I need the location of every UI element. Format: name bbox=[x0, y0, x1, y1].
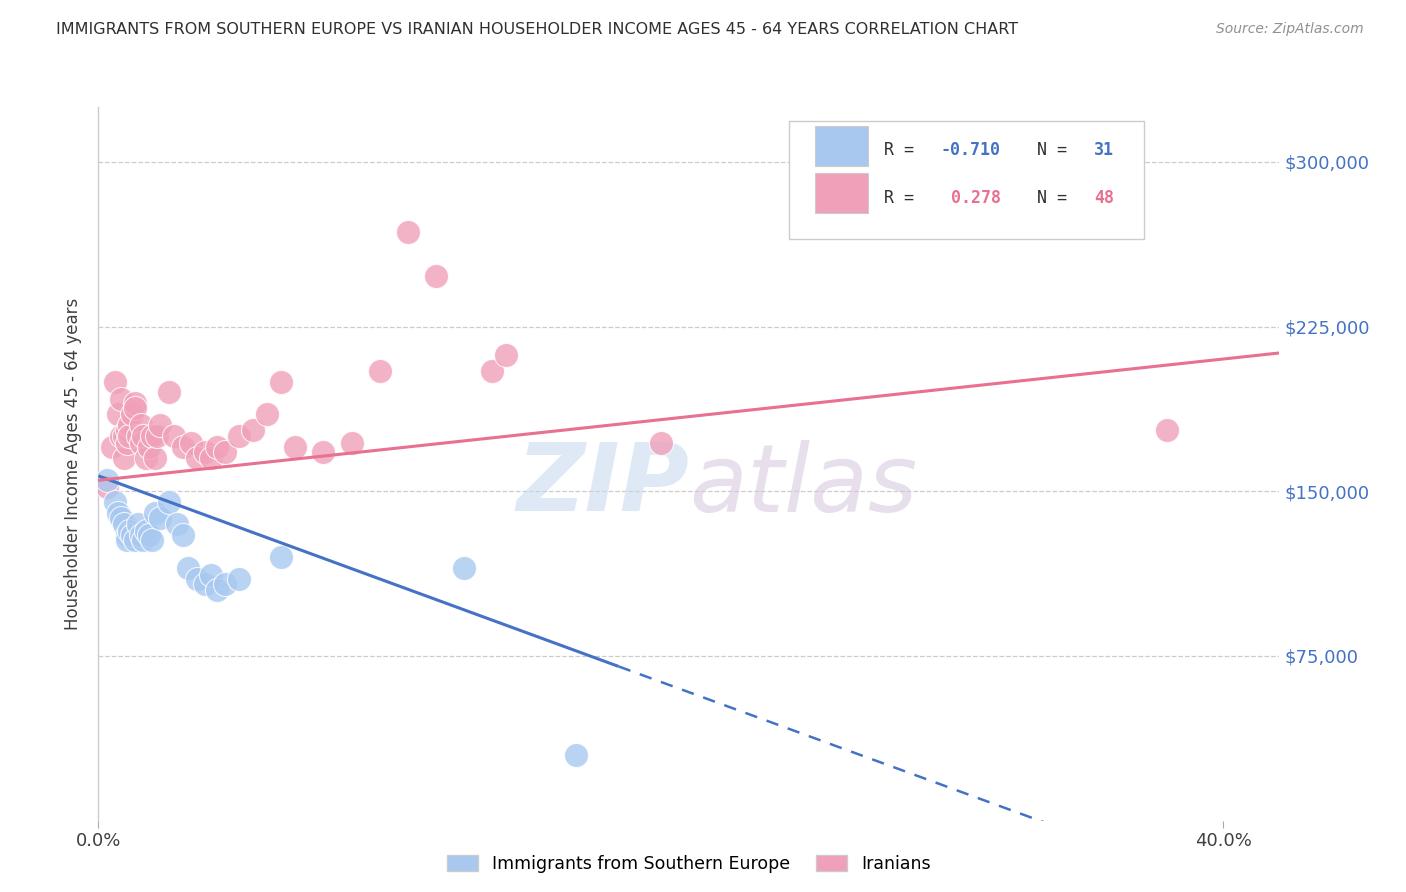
Point bbox=[368, 363, 391, 377]
Point bbox=[194, 444, 217, 458]
Text: ZIP: ZIP bbox=[516, 439, 689, 532]
Point bbox=[129, 528, 152, 542]
Point bbox=[110, 429, 132, 443]
FancyBboxPatch shape bbox=[815, 173, 869, 212]
Point bbox=[200, 451, 222, 466]
Point bbox=[115, 423, 138, 437]
Point bbox=[110, 510, 132, 524]
Point bbox=[115, 436, 138, 450]
Point bbox=[96, 473, 118, 487]
FancyBboxPatch shape bbox=[815, 127, 869, 166]
Text: Source: ZipAtlas.com: Source: ZipAtlas.com bbox=[1216, 22, 1364, 37]
Text: IMMIGRANTS FROM SOUTHERN EUROPE VS IRANIAN HOUSEHOLDER INCOME AGES 45 - 64 YEARS: IMMIGRANTS FROM SOUTHERN EUROPE VS IRANI… bbox=[56, 22, 1018, 37]
Point bbox=[121, 528, 143, 542]
Point bbox=[129, 436, 152, 450]
Point bbox=[141, 533, 163, 547]
Point bbox=[118, 524, 141, 538]
Point bbox=[200, 567, 222, 582]
Point bbox=[146, 429, 169, 443]
Point bbox=[124, 401, 146, 415]
Point bbox=[495, 348, 517, 362]
Point bbox=[132, 533, 155, 547]
Point bbox=[425, 269, 447, 284]
Text: N =: N = bbox=[1038, 189, 1077, 207]
Text: R =: R = bbox=[884, 141, 924, 160]
Point bbox=[1156, 423, 1178, 437]
Point bbox=[124, 533, 146, 547]
Point bbox=[143, 506, 166, 520]
Point bbox=[124, 396, 146, 410]
Point bbox=[186, 451, 208, 466]
Point bbox=[118, 429, 141, 443]
Point bbox=[143, 451, 166, 466]
Text: N =: N = bbox=[1038, 141, 1077, 160]
Point bbox=[396, 225, 419, 239]
Point bbox=[115, 533, 138, 547]
Point bbox=[186, 572, 208, 586]
Point bbox=[135, 451, 157, 466]
Point bbox=[96, 480, 118, 494]
Point bbox=[149, 418, 172, 433]
Point bbox=[157, 385, 180, 400]
Point bbox=[256, 408, 278, 422]
Point bbox=[312, 444, 335, 458]
Point bbox=[101, 441, 124, 455]
FancyBboxPatch shape bbox=[789, 121, 1143, 239]
Point bbox=[177, 561, 200, 575]
Point bbox=[135, 524, 157, 538]
Point bbox=[157, 495, 180, 509]
Point bbox=[650, 436, 672, 450]
Point bbox=[104, 495, 127, 509]
Point bbox=[138, 441, 160, 455]
Point bbox=[149, 510, 172, 524]
Point bbox=[172, 528, 194, 542]
Point bbox=[270, 375, 292, 389]
Point bbox=[107, 408, 129, 422]
Point bbox=[565, 747, 588, 762]
Point bbox=[121, 408, 143, 422]
Text: 48: 48 bbox=[1094, 189, 1114, 207]
Point bbox=[104, 375, 127, 389]
Point bbox=[110, 392, 132, 406]
Point bbox=[112, 517, 135, 532]
Point bbox=[138, 528, 160, 542]
Point bbox=[118, 418, 141, 433]
Point bbox=[115, 528, 138, 542]
Point bbox=[180, 436, 202, 450]
Point bbox=[107, 506, 129, 520]
Point bbox=[214, 444, 236, 458]
Y-axis label: Householder Income Ages 45 - 64 years: Householder Income Ages 45 - 64 years bbox=[65, 298, 83, 630]
Text: 0.278: 0.278 bbox=[941, 189, 1001, 207]
Point bbox=[242, 423, 264, 437]
Point bbox=[194, 576, 217, 591]
Point bbox=[205, 583, 228, 598]
Point bbox=[214, 576, 236, 591]
Point bbox=[284, 441, 307, 455]
Point bbox=[129, 418, 152, 433]
Point bbox=[127, 429, 149, 443]
Point bbox=[340, 436, 363, 450]
Legend: Immigrants from Southern Europe, Iranians: Immigrants from Southern Europe, Iranian… bbox=[440, 848, 938, 880]
Point bbox=[166, 517, 188, 532]
Point bbox=[453, 561, 475, 575]
Text: -0.710: -0.710 bbox=[941, 141, 1001, 160]
Point bbox=[228, 429, 250, 443]
Text: atlas: atlas bbox=[689, 440, 917, 531]
Point bbox=[205, 441, 228, 455]
Point bbox=[141, 429, 163, 443]
Text: 31: 31 bbox=[1094, 141, 1114, 160]
Point bbox=[172, 441, 194, 455]
Point bbox=[481, 363, 503, 377]
Point bbox=[112, 451, 135, 466]
Text: R =: R = bbox=[884, 189, 924, 207]
Point bbox=[270, 550, 292, 565]
Point bbox=[228, 572, 250, 586]
Point bbox=[127, 517, 149, 532]
Point bbox=[163, 429, 186, 443]
Point bbox=[112, 429, 135, 443]
Point bbox=[132, 429, 155, 443]
